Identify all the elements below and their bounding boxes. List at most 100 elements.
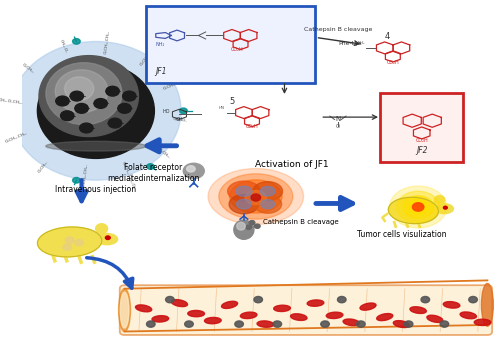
Text: O-CH₂-: O-CH₂- <box>38 159 50 173</box>
Ellipse shape <box>208 168 304 224</box>
Circle shape <box>146 164 154 169</box>
Circle shape <box>13 77 21 83</box>
Circle shape <box>63 244 72 250</box>
Circle shape <box>118 104 131 113</box>
Circle shape <box>390 186 447 228</box>
Text: O-CH₂-CH₂-O-: O-CH₂-CH₂-O- <box>121 161 136 190</box>
Text: N: N <box>336 116 340 122</box>
Ellipse shape <box>46 141 146 151</box>
Ellipse shape <box>236 222 246 230</box>
Text: CO₂H: CO₂H <box>246 124 258 129</box>
Circle shape <box>246 225 252 229</box>
Ellipse shape <box>482 284 494 326</box>
Circle shape <box>146 52 154 58</box>
Ellipse shape <box>360 303 376 310</box>
Circle shape <box>444 206 448 209</box>
Text: O-CH₂-CH₂-: O-CH₂-CH₂- <box>5 131 29 144</box>
Circle shape <box>72 178 80 183</box>
Text: O-CH₂-CH₂-: O-CH₂-CH₂- <box>104 29 110 54</box>
Ellipse shape <box>10 41 181 180</box>
Ellipse shape <box>326 312 343 319</box>
Ellipse shape <box>39 56 138 137</box>
Ellipse shape <box>460 312 476 319</box>
Circle shape <box>320 321 330 327</box>
Circle shape <box>60 111 74 121</box>
FancyBboxPatch shape <box>120 285 492 335</box>
Ellipse shape <box>118 289 130 331</box>
Ellipse shape <box>257 321 274 327</box>
Circle shape <box>106 86 120 96</box>
Ellipse shape <box>250 194 261 201</box>
Ellipse shape <box>245 191 266 205</box>
Circle shape <box>184 163 204 179</box>
Ellipse shape <box>55 70 108 113</box>
Ellipse shape <box>427 315 443 323</box>
Ellipse shape <box>436 204 454 214</box>
Ellipse shape <box>234 220 254 239</box>
Circle shape <box>404 321 413 327</box>
FancyBboxPatch shape <box>146 6 316 83</box>
Circle shape <box>122 91 136 101</box>
Text: CH₂-O-: CH₂-O- <box>58 39 68 54</box>
Ellipse shape <box>64 77 94 101</box>
Circle shape <box>180 108 188 114</box>
Circle shape <box>108 118 122 128</box>
Ellipse shape <box>228 181 260 201</box>
Ellipse shape <box>236 199 252 209</box>
Text: CH₂-O-CH₂-CH₂-: CH₂-O-CH₂-CH₂- <box>80 163 89 197</box>
Ellipse shape <box>136 305 152 312</box>
Circle shape <box>235 321 244 327</box>
Ellipse shape <box>240 312 257 319</box>
Ellipse shape <box>394 320 409 327</box>
Circle shape <box>80 123 93 133</box>
Circle shape <box>251 194 260 201</box>
Circle shape <box>356 321 365 327</box>
Text: Folate receptor
mediatedinternalization: Folate receptor mediatedinternalization <box>107 163 200 183</box>
Circle shape <box>75 104 88 113</box>
Circle shape <box>469 297 478 303</box>
Circle shape <box>403 196 434 218</box>
Text: CO₂H: CO₂H <box>416 138 428 143</box>
Ellipse shape <box>219 174 293 219</box>
FancyBboxPatch shape <box>380 93 464 161</box>
Circle shape <box>70 91 84 101</box>
Text: O-CH₂-CH₂-: O-CH₂-CH₂- <box>139 45 157 66</box>
Circle shape <box>166 297 174 303</box>
Text: NH₂: NH₂ <box>358 41 366 45</box>
Circle shape <box>421 297 430 303</box>
Text: CH₂-O-CH₂-: CH₂-O-CH₂- <box>0 98 24 105</box>
Ellipse shape <box>230 180 282 213</box>
Text: O-CH₂-: O-CH₂- <box>156 147 171 159</box>
Text: 5: 5 <box>230 97 234 106</box>
Ellipse shape <box>188 310 204 317</box>
Text: OH: OH <box>176 117 183 122</box>
Circle shape <box>94 99 108 108</box>
Ellipse shape <box>236 186 252 196</box>
Ellipse shape <box>38 227 102 257</box>
Text: Phe-Lys: Phe-Lys <box>338 41 362 46</box>
Circle shape <box>146 321 155 327</box>
Ellipse shape <box>229 194 258 214</box>
Text: JF1: JF1 <box>156 67 167 76</box>
Ellipse shape <box>290 314 307 320</box>
Ellipse shape <box>46 63 122 125</box>
Ellipse shape <box>253 181 282 201</box>
Circle shape <box>249 220 255 225</box>
Circle shape <box>408 200 428 214</box>
Circle shape <box>66 237 74 243</box>
Ellipse shape <box>274 305 290 311</box>
Circle shape <box>254 297 262 303</box>
Ellipse shape <box>376 313 393 320</box>
Circle shape <box>338 297 346 303</box>
Ellipse shape <box>261 200 274 209</box>
Text: Cathepsin B cleavage: Cathepsin B cleavage <box>263 219 338 225</box>
Circle shape <box>396 191 440 223</box>
Ellipse shape <box>96 224 108 233</box>
Ellipse shape <box>152 316 168 322</box>
Circle shape <box>56 96 69 106</box>
Ellipse shape <box>120 292 129 328</box>
Text: CO₂H: CO₂H <box>386 60 399 65</box>
Text: Cathepsin B cleavage: Cathepsin B cleavage <box>304 27 372 32</box>
Text: NH₂: NH₂ <box>156 42 165 47</box>
Ellipse shape <box>172 300 188 307</box>
